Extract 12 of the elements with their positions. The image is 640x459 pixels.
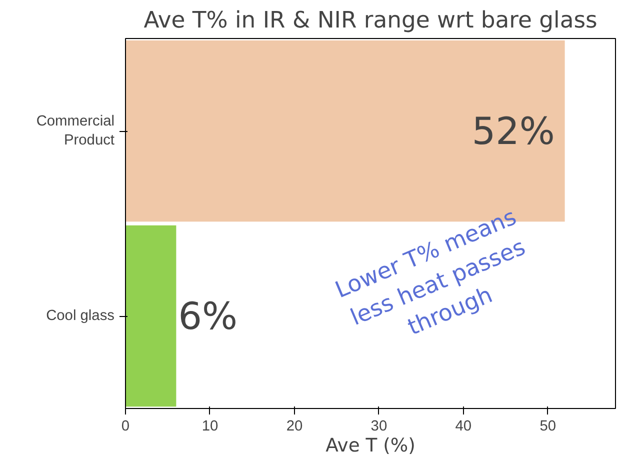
x-tick-label: 20: [286, 418, 303, 434]
x-tick-label: 40: [455, 418, 472, 434]
chart-title: Ave T% in IR & NIR range wrt bare glass: [144, 8, 598, 34]
x-tick-label: 0: [121, 418, 130, 434]
x-tick-label: 50: [540, 418, 556, 434]
x-tick-label: 10: [202, 418, 218, 434]
y-tick-label: Cool glass: [46, 308, 115, 324]
data-label: 6%: [178, 294, 238, 338]
y-tick-label: Commercial Product: [36, 113, 115, 149]
data-label: 52%: [472, 109, 555, 153]
x-tick-label: 30: [370, 418, 388, 434]
x-axis-title: Ave T (%): [326, 436, 416, 456]
